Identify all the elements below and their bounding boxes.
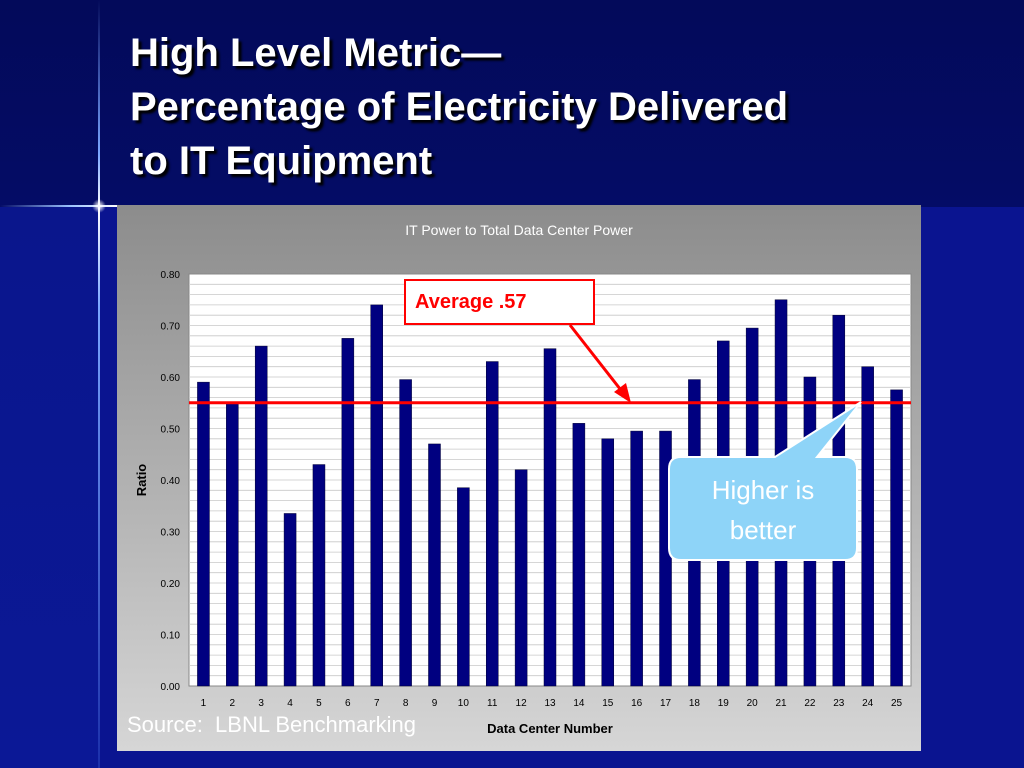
y-tick-label: 0.20 bbox=[161, 579, 181, 590]
x-tick-label: 3 bbox=[258, 698, 264, 709]
x-tick-label: 19 bbox=[718, 698, 730, 709]
bar bbox=[428, 443, 441, 687]
slide-title: High Level Metric— Percentage of Electri… bbox=[130, 26, 990, 188]
x-tick-label: 1 bbox=[201, 698, 207, 709]
x-tick-labels: 1 2 3 4 5 6 7 8 9 10 11 12 13 14 15 16 17 18 19 20 21 22 23 24 2… bbox=[201, 698, 903, 709]
left-band bbox=[0, 207, 100, 768]
slide-title-line-3: to IT Equipment bbox=[130, 139, 433, 183]
x-tick-label: 7 bbox=[374, 698, 380, 709]
y-tick-labels: 0.00 0.10 0.20 0.30 0.40 0.50 0.60 0.70 0.80 bbox=[161, 270, 181, 693]
bar bbox=[890, 389, 903, 687]
bar bbox=[283, 513, 297, 687]
x-tick-label: 6 bbox=[345, 698, 351, 709]
bar bbox=[543, 348, 557, 687]
x-tick-label: 14 bbox=[573, 698, 585, 709]
bars bbox=[197, 299, 903, 687]
bar bbox=[457, 487, 470, 687]
bar bbox=[485, 361, 499, 687]
x-tick-label: 9 bbox=[432, 698, 438, 709]
y-tick-label: 0.00 bbox=[161, 682, 181, 693]
x-tick-label: 15 bbox=[602, 698, 614, 709]
bar bbox=[601, 438, 615, 687]
y-tick-label: 0.70 bbox=[161, 322, 181, 333]
x-tick-label: 8 bbox=[403, 698, 409, 709]
bar bbox=[370, 304, 383, 687]
x-tick-label: 11 bbox=[487, 698, 498, 709]
average-label: Average .57 bbox=[415, 291, 527, 313]
sparkle-icon bbox=[92, 199, 106, 213]
vertical-accent-line bbox=[98, 0, 100, 768]
slide-title-line-1: High Level Metric— bbox=[130, 31, 502, 75]
source-text: Source: LBNL Benchmarking bbox=[127, 712, 416, 737]
average-label-box bbox=[404, 279, 595, 325]
chart-title: IT Power to Total Data Center Power bbox=[405, 222, 633, 238]
x-tick-label: 20 bbox=[747, 698, 759, 709]
y-tick-label: 0.80 bbox=[161, 270, 181, 281]
y-tick-label: 0.50 bbox=[161, 425, 181, 436]
average-arrow-line bbox=[568, 324, 626, 395]
x-tick-label: 10 bbox=[458, 698, 470, 709]
x-tick-label: 24 bbox=[862, 698, 874, 709]
callout-bubble bbox=[668, 401, 862, 561]
bar bbox=[254, 345, 268, 687]
callout-text-line-2: better bbox=[730, 515, 797, 545]
bar bbox=[572, 423, 586, 687]
callout-text-line-1: Higher is bbox=[712, 475, 815, 505]
x-tick-label: 25 bbox=[891, 698, 903, 709]
horizontal-accent-line bbox=[0, 205, 118, 207]
x-tick-label: 2 bbox=[230, 698, 236, 709]
x-tick-label: 17 bbox=[660, 698, 672, 709]
bar bbox=[341, 338, 355, 687]
slide-title-line-2: Percentage of Electricity Delivered bbox=[130, 85, 789, 129]
bar bbox=[312, 464, 326, 687]
bar bbox=[399, 379, 412, 687]
x-tick-label: 22 bbox=[804, 698, 816, 709]
y-tick-label: 0.60 bbox=[161, 373, 181, 384]
bar bbox=[514, 469, 528, 687]
average-arrow-head bbox=[614, 383, 631, 403]
x-tick-label: 4 bbox=[287, 698, 293, 709]
title-band bbox=[0, 0, 1024, 207]
x-tick-label: 13 bbox=[544, 698, 556, 709]
bar bbox=[630, 430, 643, 687]
x-tick-label: 18 bbox=[689, 698, 701, 709]
x-tick-label: 16 bbox=[631, 698, 643, 709]
y-tick-label: 0.40 bbox=[161, 476, 181, 487]
bar bbox=[861, 366, 874, 687]
y-tick-label: 0.10 bbox=[161, 631, 181, 642]
bar bbox=[197, 381, 210, 687]
y-axis-label: Ratio bbox=[134, 464, 149, 497]
x-tick-label: 5 bbox=[316, 698, 322, 709]
y-tick-label: 0.30 bbox=[161, 528, 181, 539]
x-tick-label: 12 bbox=[516, 698, 528, 709]
x-tick-label: 21 bbox=[775, 698, 787, 709]
bar bbox=[226, 402, 239, 687]
x-axis-label: Data Center Number bbox=[487, 721, 613, 736]
x-tick-label: 23 bbox=[833, 698, 845, 709]
